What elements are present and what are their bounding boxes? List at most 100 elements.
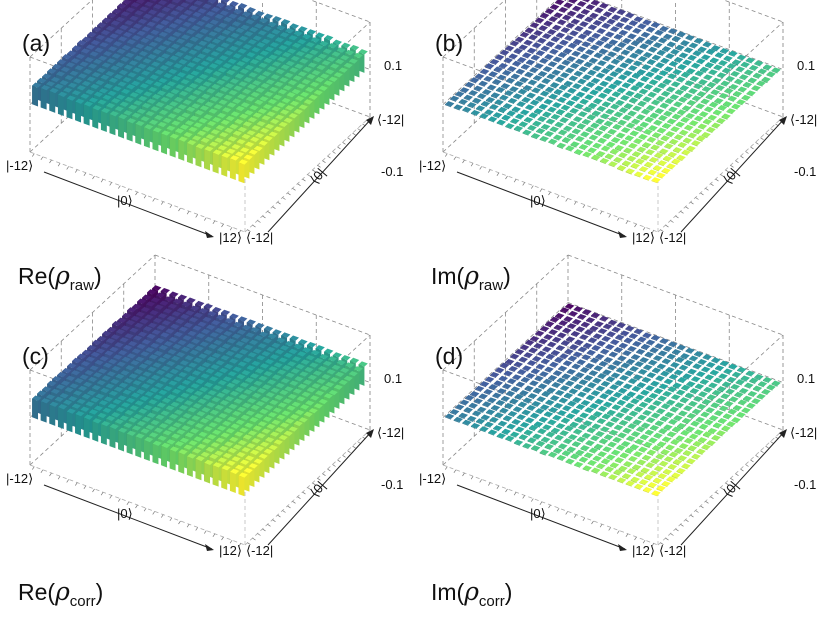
bar-5-23	[603, 11, 613, 18]
x-tick-start: |-12⟩	[419, 158, 446, 173]
y-tick-end: ⟨-12|	[377, 112, 404, 127]
bar-15-12	[634, 92, 644, 100]
bar-1-5	[478, 80, 489, 87]
bar-11-0	[539, 135, 550, 143]
bar-23-5	[667, 463, 678, 471]
bar-13-20	[656, 363, 667, 370]
z-tick-top: 0.1	[797, 371, 815, 386]
bar-2-21	[567, 10, 577, 17]
bar-20-17	[702, 398, 712, 406]
bar-6-14	[566, 368, 577, 375]
bar-9-11	[577, 391, 587, 398]
bar-5-8	[528, 393, 538, 400]
bar-13-10	[606, 96, 617, 103]
bar-5-14	[558, 365, 568, 372]
bar-0-16	[525, 27, 535, 34]
bar-13-21	[661, 358, 672, 365]
bar-10-1	[536, 128, 546, 135]
bar-9-0	[522, 129, 532, 136]
bar-24-19	[746, 402, 756, 409]
bar-21-6	[655, 453, 666, 460]
bar-5-3	[503, 415, 513, 422]
bar-10-22	[641, 343, 651, 351]
bar-1-12	[513, 361, 524, 368]
bar-19-21	[713, 377, 723, 384]
bar-9-24	[642, 19, 652, 26]
bar-19-9	[653, 119, 663, 126]
bar-17-20	[691, 376, 701, 383]
bar-2-17	[547, 341, 557, 348]
bar-10-3	[546, 118, 556, 125]
bar-16-20	[682, 59, 693, 66]
bar-7-24	[625, 325, 635, 332]
bar-18-19	[694, 383, 705, 390]
bar-3-13	[535, 363, 546, 370]
bar-15-23	[689, 355, 699, 362]
bar-8-13	[578, 66, 589, 73]
bar-23-19	[737, 86, 748, 93]
bar-10-20	[631, 354, 641, 361]
bar-15-0	[574, 461, 584, 468]
bar-14-24	[685, 34, 695, 41]
bar-11-8	[579, 412, 590, 419]
x-tick-end: |12⟩	[219, 230, 242, 245]
y-tick-end: ⟨-12|	[377, 425, 404, 440]
bar-3-3	[485, 409, 496, 416]
bar-18-14	[669, 406, 680, 413]
bar-24-2	[661, 480, 671, 488]
bar-20-5	[642, 454, 652, 461]
z-tick-bottom: -0.1	[381, 164, 403, 179]
bar-22-19	[729, 396, 739, 403]
bar-11-12	[599, 80, 610, 87]
bar-24-0	[238, 159, 248, 184]
bar-24-18	[741, 94, 751, 101]
bar-21-19	[720, 80, 731, 87]
bar-5-21	[593, 333, 603, 340]
bar-15-6	[604, 434, 614, 441]
bar-8-24	[633, 328, 644, 335]
bar-16-15	[657, 395, 668, 402]
bar-23-7	[677, 141, 688, 149]
x-tick-start: |-12⟩	[6, 471, 33, 486]
bar-10-18	[621, 49, 631, 56]
bar-4-0	[479, 426, 489, 433]
bar-11-18	[629, 52, 640, 59]
bar-12-4	[568, 120, 578, 128]
bar-5-5	[513, 93, 523, 100]
bar-21-18	[715, 398, 726, 405]
bar-0-13	[510, 40, 520, 47]
panel-label: (c)	[22, 343, 49, 369]
bar-12-20	[648, 46, 658, 53]
bar-4-14	[549, 48, 559, 55]
bar-21-15	[700, 411, 711, 418]
bar-11-12	[599, 393, 610, 400]
bar-17-14	[661, 90, 671, 97]
bar-2-24	[582, 309, 592, 316]
bar-24-12	[711, 122, 721, 129]
bar-2-12	[522, 52, 532, 59]
bar-4-4	[499, 94, 509, 101]
bar-8-15	[588, 370, 599, 377]
bar-23-21	[747, 390, 758, 398]
bar-15-8	[614, 424, 624, 431]
bar-13-3	[571, 128, 582, 135]
bar-5-16	[568, 42, 578, 49]
bar-4-19	[574, 339, 584, 346]
bar-4-17	[564, 348, 574, 356]
bar-10-4	[551, 113, 561, 121]
bar-6-23	[611, 14, 622, 21]
bar-9-2	[532, 120, 542, 127]
x-tick-mid: |0⟩	[530, 506, 546, 521]
bar-14-17	[650, 380, 660, 387]
bar-16-21	[687, 368, 698, 375]
bar-13-4	[576, 123, 587, 130]
bar-19-5	[633, 138, 643, 145]
bar-14-17	[650, 67, 660, 74]
bar-8-0	[513, 125, 524, 133]
bar-11-3	[554, 121, 565, 128]
bar-21-17	[710, 402, 721, 409]
bar-21-5	[650, 144, 661, 151]
bar-23-15	[717, 417, 728, 425]
bar-15-22	[684, 359, 694, 367]
bar-5-0	[75, 98, 85, 123]
